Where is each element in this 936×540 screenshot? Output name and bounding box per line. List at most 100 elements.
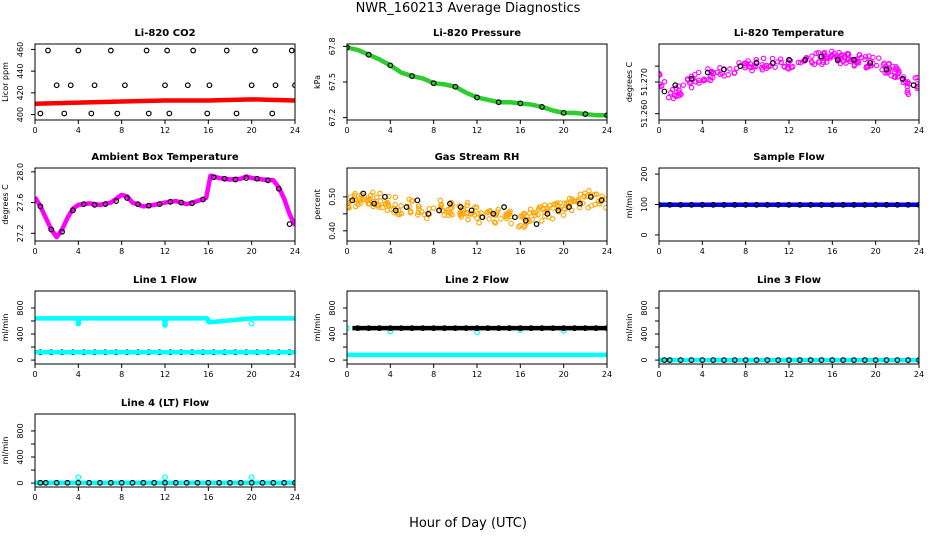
data-point [449,212,455,218]
data-point [894,201,901,208]
data-point [474,325,480,332]
data-point [357,197,364,204]
data-point [586,187,592,194]
x-tick-label: 20 [247,247,257,256]
data-point [796,357,803,363]
x-tick-label: 20 [247,126,257,135]
data-point [377,198,384,204]
data-point [851,357,857,363]
series-line [35,97,295,106]
x-tick-label: 16 [203,247,213,256]
y-tick-label: 800 [328,300,337,315]
data-point [753,201,760,208]
x-tick-label: 20 [871,370,881,379]
data-point [883,357,890,363]
data-point [492,220,499,226]
data-point [495,99,502,106]
panel-title: Gas Stream RH [435,152,520,163]
data-point [164,47,171,54]
data-point [576,204,583,211]
data-point [347,203,351,209]
data-point [668,89,674,96]
data-point [210,174,217,181]
data-point [661,78,668,85]
data-point [403,204,410,210]
y-tick-label: 200 [640,166,649,181]
data-point [845,51,851,57]
data-point [45,47,51,54]
data-point [786,56,792,63]
data-point [824,59,830,65]
data-point [708,69,714,76]
data-point [688,357,695,363]
data-point [162,474,168,481]
data-point [582,111,589,117]
data-point [736,60,742,66]
data-point [593,191,600,197]
data-point [460,210,466,217]
data-point [802,56,809,63]
data-point [252,47,258,54]
data-point [114,110,121,117]
data-point [452,83,459,90]
data-point [479,214,486,221]
data-point [498,216,504,222]
data-point [91,201,98,208]
x-axis-title: Hour of Day (UTC) [409,516,527,531]
panel-2: Li-820 Pressure kPa 0 4 8 12 16 20 24 67.2 67.5 67.… [313,28,612,135]
data-point [248,474,255,481]
data-point [349,197,356,204]
data-point [457,204,464,210]
data-point [673,85,679,91]
data-point [406,196,412,202]
data-point [688,84,695,91]
data-point [254,175,260,182]
data-point [88,110,95,117]
data-point [495,325,502,332]
data-point [748,64,754,71]
data-point [872,357,879,363]
x-tick-label: 16 [827,126,837,135]
data-point [75,47,82,54]
data-point [883,201,890,208]
x-tick-label: 8 [119,370,124,379]
data-point [688,75,695,82]
data-point [441,325,448,332]
data-point [884,70,890,76]
data-point [156,201,163,208]
data-point [471,212,478,218]
x-tick-label: 20 [247,493,257,502]
data-point [666,357,673,363]
data-point [872,201,879,208]
data-point [377,190,383,197]
data-point [223,47,230,54]
data-point [166,110,173,117]
data-point [419,325,426,332]
x-tick-label: 20 [871,247,881,256]
data-point [676,89,682,96]
plot-frame [34,43,296,121]
data-point [753,60,760,66]
x-tick-label: 12 [472,126,482,135]
data-point [360,190,367,197]
x-tick-label: 20 [247,370,257,379]
x-tick-label: 24 [290,493,300,502]
data-point [673,93,679,99]
data-point [710,357,717,363]
panel-1: Li-820 CO2 Licor ppm 0 4 8 12 16 20 24 400 420 440 4… [1,28,300,135]
data-point [727,66,733,72]
x-tick-label: 4 [76,493,81,502]
plot-frame [346,43,608,121]
data-point [423,215,430,222]
data-point [347,200,351,206]
data-point [533,221,540,227]
data-point [384,200,391,206]
data-point [579,200,586,206]
data-point [162,82,168,89]
data-point [560,325,567,332]
series-line [35,173,295,240]
panel-title: Li-820 Pressure [433,28,521,39]
panel-title: Line 2 Flow [445,275,509,286]
data-point [398,325,405,332]
data-point [370,203,376,210]
